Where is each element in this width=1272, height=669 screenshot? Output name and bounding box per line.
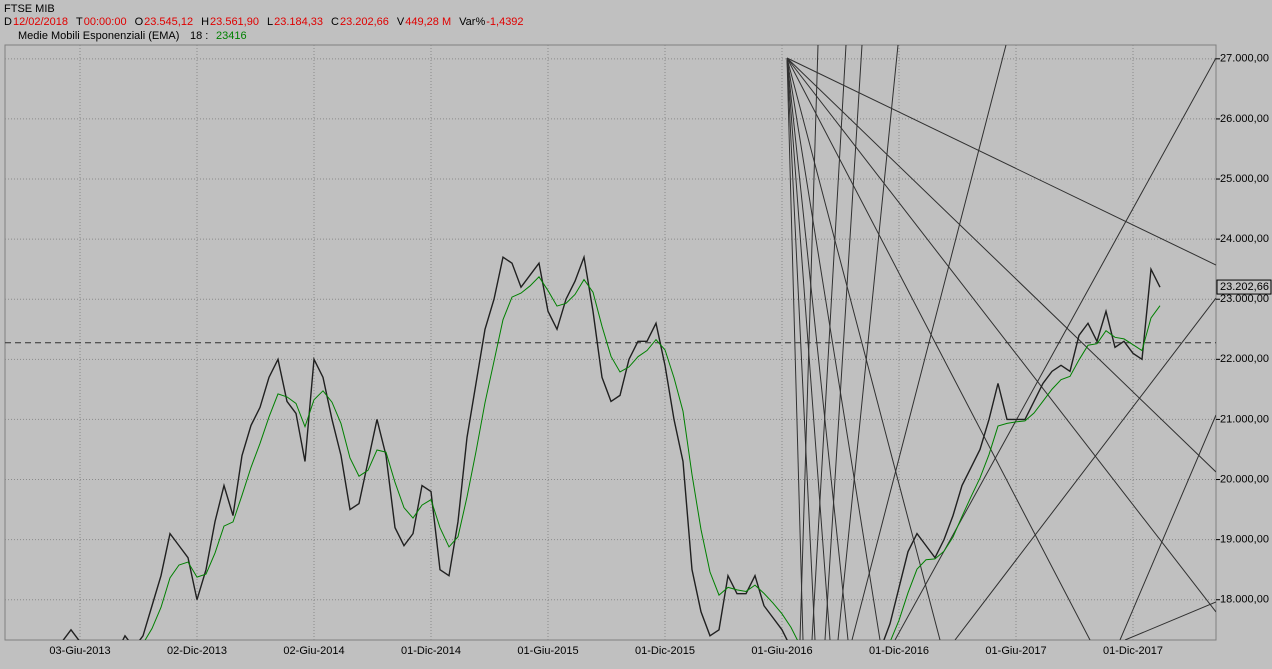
last-value-label: 23.202,66 (1220, 281, 1269, 293)
series-line (62, 254, 1161, 640)
field-value: 00:00:00 (84, 16, 127, 28)
field-value: 23.561,90 (210, 16, 259, 28)
field-value: 23.184,33 (274, 16, 323, 28)
field-label: L (267, 16, 273, 28)
x-tick-label: 02-Giu-2014 (283, 645, 344, 657)
field-value: 449,28 M (405, 16, 451, 28)
y-tick-label: 22.000,00 (1220, 353, 1269, 365)
field-label: V (397, 16, 405, 28)
gann-fan (786, 45, 1216, 640)
field-label: Var% (459, 16, 485, 28)
series-line (144, 276, 1161, 640)
indicator-period: 18 : (190, 30, 208, 42)
field-label: T (76, 16, 83, 28)
y-tick-label: 26.000,00 (1220, 113, 1269, 125)
field-value: 23.545,12 (144, 16, 193, 28)
field-value: 23.202,66 (340, 16, 389, 28)
x-tick-label: 01-Dic-2015 (635, 645, 695, 657)
x-tick-label: 01-Dic-2017 (1103, 645, 1163, 657)
y-tick-label: 18.000,00 (1220, 594, 1269, 606)
y-tick-label: 25.000,00 (1220, 173, 1269, 185)
x-tick-label: 03-Giu-2013 (49, 645, 110, 657)
header-fields: D 12/02/2018 T 00:00:00 O 23.545,12 H 23.561,90… (4, 16, 524, 28)
y-tick-label: 19.000,00 (1220, 534, 1269, 546)
field-label: H (201, 16, 209, 28)
x-tick-label: 01-Giu-2017 (985, 645, 1046, 657)
series-layer (5, 254, 1216, 640)
x-tick-label: 01-Giu-2016 (751, 645, 812, 657)
y-tick-label: 20.000,00 (1220, 473, 1269, 485)
x-tick-label: 02-Dic-2013 (167, 645, 227, 657)
y-tick-label: 24.000,00 (1220, 233, 1269, 245)
field-label: C (331, 16, 339, 28)
axes: 18.000,00 19.000,00 20.000,00 21.000,00 22.0… (49, 53, 1272, 657)
field-label: O (135, 16, 144, 28)
last-value-box (1216, 279, 1272, 295)
x-tick-label: 01-Dic-2016 (869, 645, 929, 657)
x-tick-label: 01-Giu-2015 (517, 645, 578, 657)
y-tick-label: 23.000,00 (1220, 293, 1269, 305)
field-value: -1,4392 (486, 16, 523, 28)
field-label: D (4, 16, 12, 28)
field-value: 12/02/2018 (13, 16, 68, 28)
indicator-value: 23416 (216, 30, 247, 42)
y-tick-label: 27.000,00 (1220, 53, 1269, 65)
symbol: FTSE MIB (4, 3, 55, 15)
y-tick-label: 21.000,00 (1220, 413, 1269, 425)
x-tick-label: 01-Dic-2014 (401, 645, 461, 657)
indicator-name: Medie Mobili Esponenziali (EMA) (18, 30, 179, 42)
